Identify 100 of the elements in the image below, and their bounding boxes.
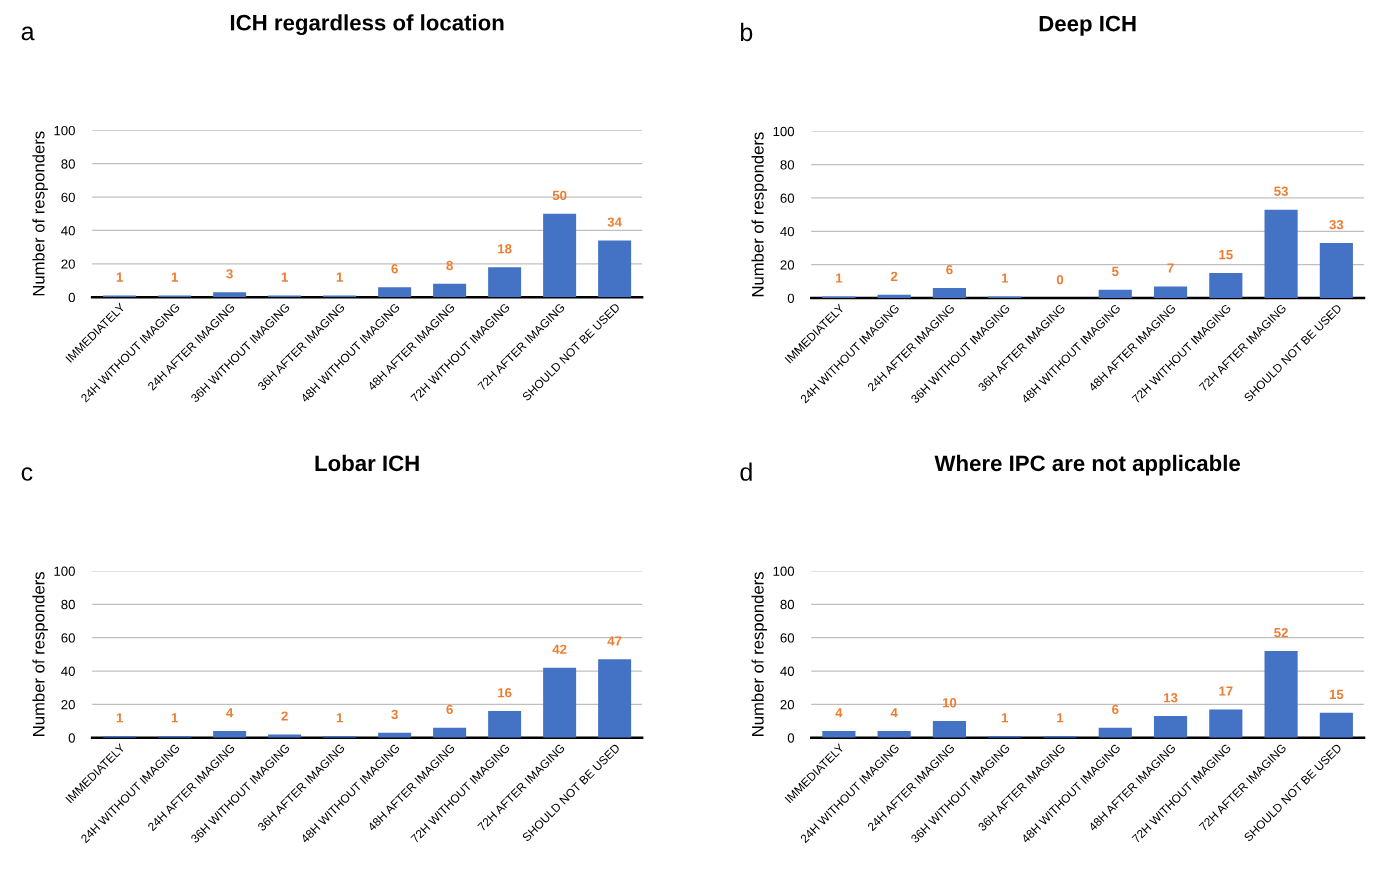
- y-tick-label: 20: [61, 699, 75, 710]
- data-label: 8: [446, 260, 453, 271]
- data-label: 4: [890, 708, 898, 718]
- y-tick-label: 20: [61, 259, 75, 269]
- text: b: [741, 22, 753, 42]
- data-label: 15: [1329, 689, 1344, 700]
- bar: [932, 288, 967, 299]
- bar: [932, 721, 967, 738]
- text: d: [740, 462, 752, 481]
- data-label: 1: [116, 713, 123, 723]
- data-label: 50: [552, 190, 567, 201]
- y-tick-label: 40: [61, 666, 75, 676]
- data-label: 1: [171, 272, 178, 282]
- data-label: 5: [1112, 266, 1119, 277]
- bar: [543, 667, 577, 738]
- chart-title: Deep ICH: [1039, 15, 1136, 36]
- bar: [488, 267, 522, 298]
- y-tick-label: 100: [773, 126, 795, 137]
- y-axis-title: Number of responders: [751, 572, 768, 736]
- bar: [1209, 709, 1243, 738]
- y-tick-label: 20: [780, 699, 795, 710]
- y-tick-label: 80: [61, 599, 75, 610]
- data-label: 7: [1167, 263, 1174, 273]
- bar: [433, 727, 467, 738]
- data-label: 1: [1001, 713, 1009, 723]
- data-label: 1: [836, 273, 843, 283]
- chart-title: Where IPC are not applicable: [934, 454, 1240, 476]
- data-label: 1: [116, 272, 123, 282]
- chart-title: Lobar ICH: [315, 454, 419, 472]
- y-tick-label: 60: [780, 193, 795, 203]
- bar: [1153, 286, 1188, 299]
- data-label: 16: [498, 688, 512, 698]
- y-tick-label: 60: [61, 192, 75, 202]
- data-label: 53: [1274, 186, 1288, 196]
- data-label: 6: [946, 264, 953, 275]
- bar: [1098, 289, 1132, 299]
- data-label: 52: [1274, 627, 1288, 638]
- y-tick-label: 100: [773, 566, 795, 576]
- y-tick-label: 80: [780, 160, 795, 170]
- bar: [1264, 651, 1298, 738]
- data-label: 3: [226, 269, 233, 279]
- bar: [1153, 716, 1188, 738]
- y-tick-label: 80: [61, 159, 75, 169]
- y-tick-label: 80: [780, 599, 795, 610]
- data-label: 47: [607, 636, 622, 646]
- y-tick-label: 20: [780, 260, 795, 270]
- text: a: [21, 26, 35, 41]
- bar: [1264, 209, 1298, 299]
- y-tick-label: 40: [61, 226, 75, 236]
- bar: [543, 213, 577, 298]
- data-label: 3: [391, 709, 398, 720]
- data-label: 1: [336, 713, 343, 723]
- data-label: 2: [281, 711, 288, 721]
- data-label: 2: [890, 271, 898, 281]
- bar: [488, 711, 522, 738]
- chart-title: ICH regardless of location: [230, 14, 504, 36]
- bar: [268, 734, 302, 738]
- y-axis-title: Number of responders: [751, 132, 768, 297]
- data-label: 34: [607, 217, 622, 227]
- data-label: 33: [1329, 219, 1344, 230]
- y-tick-label: 40: [780, 226, 795, 237]
- y-tick-label: 0: [68, 733, 75, 743]
- text: c: [21, 467, 33, 481]
- y-tick-label: 40: [780, 666, 795, 676]
- bar: [1319, 712, 1353, 738]
- y-tick-label: 60: [61, 633, 75, 643]
- data-label: 1: [1057, 713, 1064, 723]
- data-label: 17: [1219, 686, 1233, 696]
- y-tick-label: 100: [54, 566, 75, 576]
- data-label: 42: [552, 644, 567, 654]
- data-label: 4: [226, 708, 234, 718]
- bar: [822, 731, 856, 738]
- data-label: 13: [1164, 693, 1178, 703]
- y-tick-label: 0: [787, 293, 795, 303]
- bar: [877, 731, 911, 738]
- y-tick-label: 100: [54, 125, 75, 136]
- data-label: 6: [446, 704, 453, 715]
- y-tick-label: 0: [787, 733, 795, 743]
- data-label: 0: [1056, 275, 1064, 285]
- bar: [378, 287, 412, 298]
- data-label: 6: [391, 264, 398, 274]
- bar: [433, 283, 467, 298]
- data-label: 6: [1112, 704, 1119, 715]
- data-label: 18: [498, 244, 512, 254]
- bar: [598, 659, 632, 738]
- bar: [1319, 243, 1353, 299]
- y-tick-label: 60: [780, 633, 795, 643]
- data-label: 1: [281, 272, 288, 282]
- bar: [213, 292, 247, 298]
- y-axis-title: Number of responders: [32, 131, 48, 296]
- data-label: 4: [835, 708, 843, 718]
- data-label: 1: [336, 272, 343, 282]
- data-label: 1: [1001, 273, 1009, 283]
- y-axis-title: Number of responders: [32, 572, 48, 736]
- bar: [598, 240, 632, 298]
- data-label: 15: [1219, 250, 1233, 260]
- y-tick-label: 0: [68, 292, 75, 303]
- bar: [213, 731, 247, 738]
- data-label: 1: [171, 713, 178, 723]
- bar: [1209, 273, 1243, 299]
